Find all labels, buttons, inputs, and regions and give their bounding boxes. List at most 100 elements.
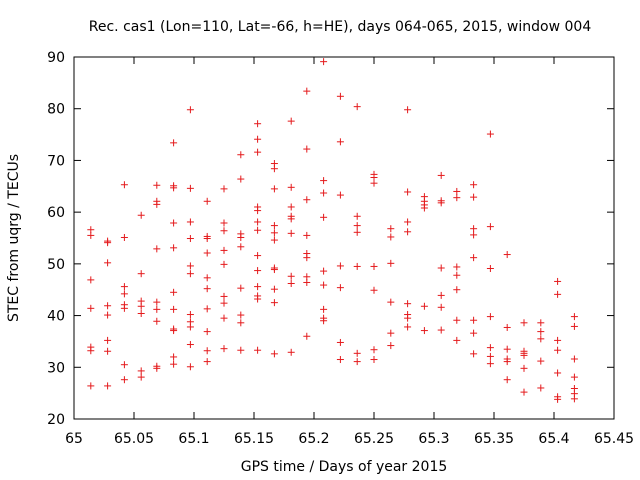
data-point: [503, 251, 511, 259]
data-point: [520, 388, 528, 396]
data-point: [303, 273, 311, 281]
data-point: [404, 218, 412, 226]
data-point: [404, 323, 412, 331]
data-point: [220, 292, 228, 300]
data-point: [437, 264, 445, 272]
data-point: [554, 346, 562, 354]
data-point: [104, 311, 112, 319]
data-point: [237, 311, 245, 319]
data-point: [520, 319, 528, 327]
data-point: [287, 272, 295, 280]
data-point: [336, 356, 344, 364]
data-point: [353, 262, 361, 270]
data-point: [470, 181, 478, 189]
data-point: [87, 276, 95, 284]
x-tick-label: 65.25: [354, 431, 394, 447]
data-point: [120, 233, 128, 241]
data-point: [237, 243, 245, 251]
data-point: [120, 290, 128, 298]
data-point: [186, 270, 194, 278]
data-point: [370, 346, 378, 354]
data-point: [170, 353, 178, 361]
data-point: [220, 227, 228, 235]
data-point: [437, 291, 445, 299]
data-point: [387, 233, 395, 241]
data-point: [370, 356, 378, 364]
data-point: [437, 326, 445, 334]
data-point: [104, 259, 112, 267]
data-point: [220, 299, 228, 307]
data-point: [353, 228, 361, 236]
data-point: [486, 313, 494, 321]
data-point: [486, 265, 494, 273]
data-point: [170, 244, 178, 252]
data-point: [353, 212, 361, 220]
data-point: [203, 249, 211, 257]
data-point: [254, 252, 262, 260]
data-point: [486, 223, 494, 231]
data-point: [220, 219, 228, 227]
data-point: [203, 274, 211, 282]
data-point: [186, 218, 194, 226]
data-point: [486, 344, 494, 352]
data-point: [420, 302, 428, 310]
data-point: [254, 283, 262, 291]
data-point: [287, 203, 295, 211]
data-point: [453, 194, 461, 202]
data-point: [470, 231, 478, 239]
data-point: [220, 345, 228, 353]
data-point: [270, 185, 278, 193]
data-point: [170, 360, 178, 368]
data-point: [437, 303, 445, 311]
data-point: [270, 264, 278, 272]
data-point: [287, 183, 295, 191]
data-point: [186, 106, 194, 114]
y-tick-label: 40: [47, 309, 65, 325]
data-point: [537, 328, 545, 336]
data-point: [520, 347, 528, 355]
data-point: [470, 193, 478, 201]
data-point: [470, 254, 478, 262]
data-point: [203, 347, 211, 355]
data-point: [153, 181, 161, 189]
data-point: [470, 329, 478, 337]
data-point: [336, 262, 344, 270]
data-point: [186, 311, 194, 319]
data-point: [270, 299, 278, 307]
data-point: [320, 177, 328, 185]
data-point: [486, 360, 494, 368]
x-tick-label: 65.1: [178, 431, 209, 447]
data-point: [437, 197, 445, 205]
data-point: [170, 182, 178, 190]
data-point: [220, 314, 228, 322]
x-tick-label: 65.15: [234, 431, 274, 447]
data-point: [537, 357, 545, 365]
data-point: [137, 373, 145, 381]
y-tick-label: 80: [47, 102, 65, 118]
data-point: [254, 226, 262, 234]
data-point: [420, 327, 428, 335]
data-point: [254, 218, 262, 226]
data-point: [120, 361, 128, 369]
data-point: [303, 145, 311, 153]
data-point: [453, 316, 461, 324]
data-point: [270, 222, 278, 230]
data-point: [537, 319, 545, 327]
data-point: [153, 317, 161, 325]
data-point: [203, 285, 211, 293]
data-point: [203, 197, 211, 205]
y-tick-labels: 20 30 40 50 60 70 80 90: [47, 50, 65, 428]
data-point: [320, 281, 328, 289]
data-point: [287, 117, 295, 125]
data-point: [287, 348, 295, 356]
data-point: [303, 332, 311, 340]
data-point: [186, 235, 194, 243]
data-point: [554, 393, 562, 401]
data-point: [387, 259, 395, 267]
data-point: [287, 280, 295, 288]
data-point: [570, 355, 578, 363]
data-point: [470, 350, 478, 358]
data-point: [153, 298, 161, 306]
x-tick-label: 65.05: [114, 431, 154, 447]
data-point: [437, 171, 445, 179]
